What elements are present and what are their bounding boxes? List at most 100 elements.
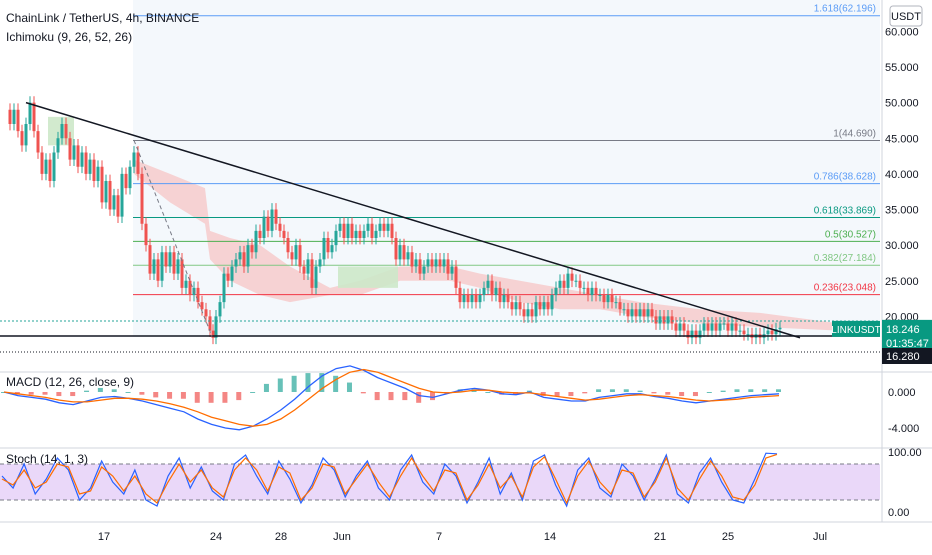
- low-price-value: 16.280: [886, 351, 920, 363]
- candle-body: [642, 309, 646, 317]
- macd-histogram-bar: [360, 392, 366, 394]
- candle-body: [128, 166, 132, 189]
- candle-body: [442, 259, 446, 267]
- fib-label: 0.618(33.869): [814, 206, 876, 217]
- candle-body: [370, 223, 374, 238]
- candle-body: [108, 181, 112, 210]
- candle-body: [430, 259, 434, 267]
- candle-body: [406, 252, 410, 260]
- macd-histogram-bar: [236, 392, 242, 401]
- macd-histogram-bar: [333, 375, 339, 392]
- candle-body: [566, 273, 570, 288]
- candle-body: [614, 302, 618, 304]
- macd-histogram-bar: [84, 390, 90, 392]
- candle-body: [534, 302, 538, 317]
- candle-body: [386, 223, 390, 231]
- candle-body: [366, 223, 370, 231]
- candle-body: [498, 287, 502, 303]
- candle-body: [658, 316, 662, 324]
- candle-body: [334, 230, 338, 246]
- candle-body: [238, 252, 242, 260]
- macd-histogram-bar: [125, 392, 131, 393]
- macd-histogram-bar: [194, 392, 200, 403]
- candle-body: [462, 295, 466, 303]
- stoch-title[interactable]: Stoch (14, 1, 3): [6, 452, 88, 466]
- candle-body: [52, 152, 56, 181]
- macd-histogram-bar: [167, 392, 173, 399]
- currency-button[interactable]: USDT: [889, 5, 923, 27]
- candle-body: [390, 223, 394, 238]
- candle-body: [546, 302, 550, 310]
- candle-body: [64, 124, 68, 139]
- candle-body: [458, 287, 462, 303]
- macd-histogram-bar: [609, 389, 615, 392]
- candle-body: [120, 173, 124, 217]
- candle-body: [346, 223, 350, 238]
- candle-body: [200, 302, 204, 310]
- last-price-value: 18.246: [886, 324, 920, 336]
- candle-body: [714, 323, 718, 331]
- macd-histogram-bar: [665, 392, 671, 395]
- candle-body: [514, 302, 518, 310]
- candle-body: [630, 309, 634, 317]
- candle-body: [726, 323, 730, 331]
- indicator-title[interactable]: Ichimoku (9, 26, 52, 26): [6, 30, 132, 44]
- candle-body: [494, 287, 498, 295]
- candle-body: [156, 259, 160, 281]
- price-tick-label: 35.000: [885, 205, 919, 217]
- macd-histogram-bar: [734, 389, 740, 392]
- candle-body: [124, 173, 128, 189]
- trendline[interactable]: [25, 101, 801, 339]
- candle-body: [414, 259, 418, 267]
- candle-body: [254, 230, 258, 253]
- fib-label: 1(44.690): [833, 128, 876, 139]
- macd-histogram-bar: [250, 392, 256, 393]
- macd-histogram-bar: [762, 389, 768, 392]
- low-price-label[interactable]: [882, 348, 932, 364]
- candle-body: [482, 287, 486, 295]
- macd-histogram-bar: [319, 373, 325, 392]
- candle-body: [678, 323, 682, 331]
- macd-histogram-bar: [305, 373, 311, 392]
- macd-title[interactable]: MACD (12, 26, close, 9): [6, 375, 134, 389]
- time-tick-label: Jun: [333, 531, 351, 543]
- candle-body: [606, 295, 610, 303]
- candle-body: [140, 173, 144, 224]
- candle-body: [188, 280, 192, 295]
- candle-body: [662, 316, 666, 324]
- candle-body: [80, 152, 84, 167]
- candle-body: [502, 295, 506, 303]
- candle-body: [314, 266, 318, 288]
- macd-tick-label: -4.000: [888, 423, 919, 435]
- symbol-tag[interactable]: [832, 320, 880, 337]
- last-price-label[interactable]: [882, 319, 932, 352]
- macd-histogram-bar: [111, 389, 117, 392]
- candle-body: [486, 280, 490, 288]
- candle-body: [422, 266, 426, 274]
- candle-body: [410, 252, 414, 267]
- fib-label: 1.618(62.196): [814, 4, 876, 15]
- candle-body: [378, 223, 382, 231]
- candle-body: [294, 245, 298, 260]
- candle-body: [258, 230, 262, 238]
- candle-body: [72, 145, 76, 160]
- candle-body: [176, 259, 180, 274]
- symbol-title[interactable]: ChainLink / TetherUS, 4h, BINANCE: [6, 11, 199, 25]
- currency-label: USDT: [891, 11, 921, 23]
- candle-body: [282, 230, 286, 238]
- macd-histogram-bar: [402, 392, 408, 401]
- candle-body: [530, 309, 534, 317]
- price-tick-label: 25.000: [885, 276, 919, 288]
- fib-label: 0.382(27.184): [814, 253, 876, 264]
- macd-histogram-bar: [346, 382, 352, 392]
- candle-body: [20, 131, 24, 146]
- candle-body: [302, 266, 306, 274]
- macd-histogram-bar: [706, 392, 712, 393]
- candle-body: [518, 302, 522, 310]
- macd-histogram-bar: [651, 392, 657, 394]
- candle-body: [278, 223, 282, 231]
- candle-body: [634, 309, 638, 317]
- macd-histogram-bar: [42, 392, 48, 395]
- candle-body: [650, 309, 654, 317]
